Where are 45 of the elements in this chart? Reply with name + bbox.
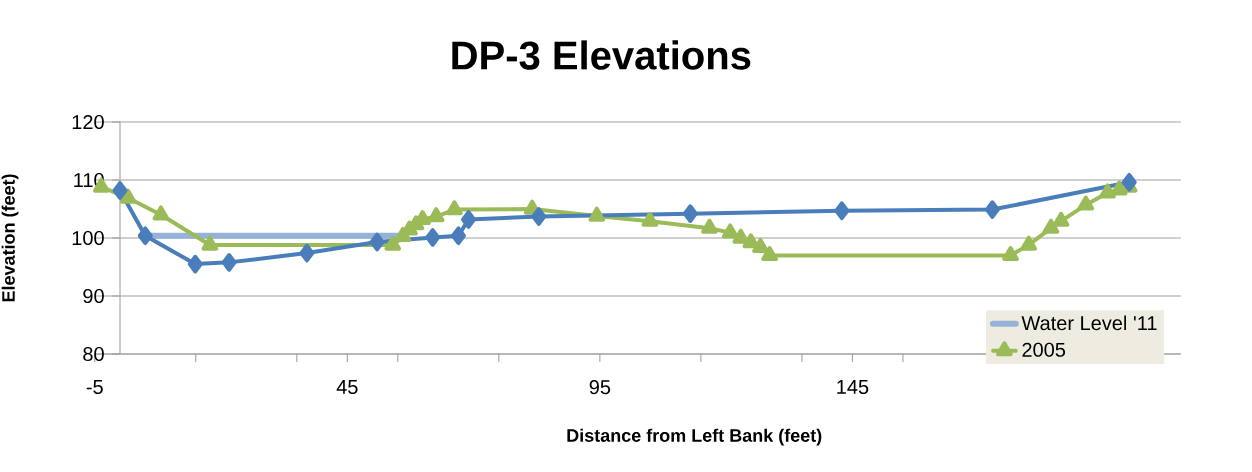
chart-title: DP-3 Elevations (452, 40, 751, 70)
point (682, 204, 698, 223)
x-tick-label: 45 (336, 380, 358, 394)
point (721, 223, 739, 239)
point (1002, 246, 1019, 262)
legend-label: Water Level '11 (1021, 315, 1157, 331)
point (152, 205, 170, 221)
point (701, 218, 718, 234)
point (752, 237, 769, 253)
point (112, 181, 128, 200)
point (450, 226, 466, 246)
point (1121, 172, 1137, 192)
y-tick-label: 100 (72, 230, 104, 246)
point (761, 246, 778, 262)
point (119, 188, 137, 204)
point (1077, 195, 1095, 211)
y-tick-label: 80 (83, 346, 104, 362)
point (137, 226, 153, 246)
point (984, 200, 1000, 219)
point (427, 207, 445, 223)
y-tick-label: 120 (72, 114, 104, 130)
point (1052, 211, 1070, 227)
point (384, 235, 402, 251)
point (425, 228, 441, 247)
point (834, 201, 850, 221)
point (531, 207, 547, 226)
y-tick-label: 90 (83, 288, 104, 304)
x-tick-label: 95 (589, 380, 611, 395)
x-tick-label: -5 (86, 380, 103, 394)
point (588, 206, 606, 222)
point (201, 235, 219, 251)
y-axis-title: Elevation (feet) (1, 174, 19, 302)
point (461, 210, 477, 229)
x-tick-label: 145 (837, 380, 869, 394)
point (1020, 235, 1038, 251)
point (641, 211, 659, 227)
point (299, 243, 315, 263)
point (221, 253, 237, 272)
legend-label: 2005 (1022, 342, 1066, 357)
point (1099, 183, 1116, 199)
point (1042, 218, 1060, 234)
point (446, 200, 463, 216)
point (187, 254, 203, 274)
point (369, 232, 385, 252)
x-axis-title: Distance from Left Bank (feet) (567, 428, 822, 446)
